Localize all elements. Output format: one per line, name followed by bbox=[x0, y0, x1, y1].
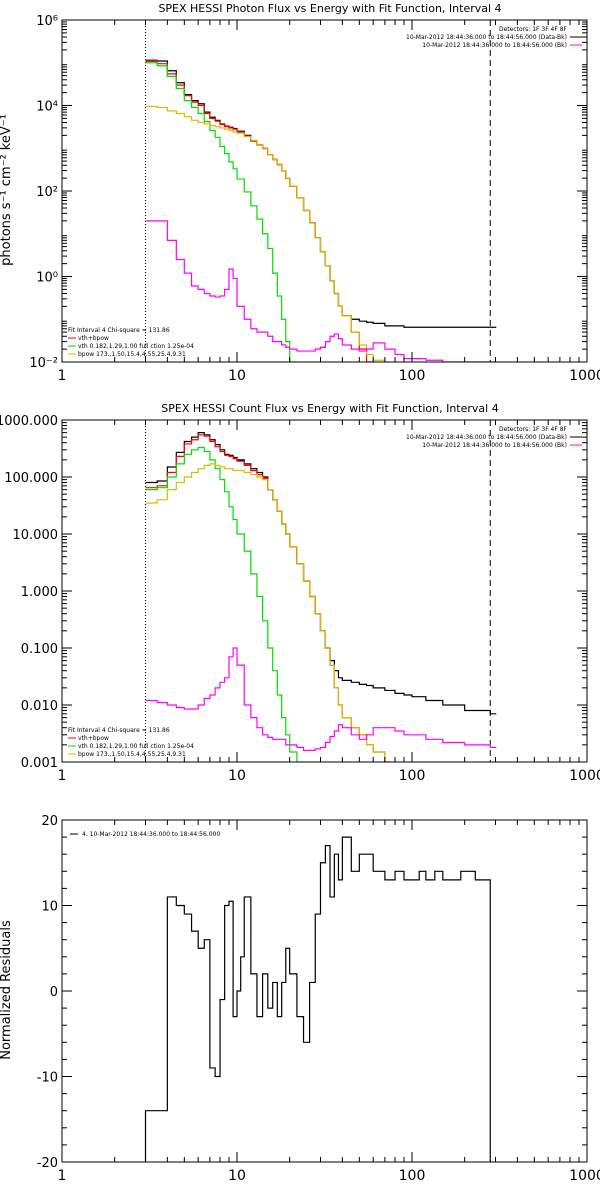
legend-topright-entry: 10-Mar-2012 18:44:36.000 to 18:44:56.000… bbox=[422, 42, 567, 49]
x-tick-label: 10 bbox=[228, 1168, 246, 1184]
x-tick-label: 100 bbox=[399, 768, 426, 784]
series-line-2 bbox=[145, 446, 303, 762]
legend-bottomleft-entry: vth 0.182,1.29,1.00 full ction 1.25e-04 bbox=[78, 343, 194, 350]
series-line-1 bbox=[145, 59, 373, 362]
y-tick-label: 100.000 bbox=[4, 471, 58, 486]
x-tick-label: 1000 bbox=[569, 768, 600, 784]
y-tick-label: 10 bbox=[41, 900, 58, 915]
x-tick-label: 1000 bbox=[569, 368, 600, 384]
x-tick-label: 1 bbox=[58, 368, 67, 384]
legend-entry: 4. 10-Mar-2012 18:44:36.000 to 18:44:56.… bbox=[82, 831, 220, 838]
photon-flux-ylabel: photons s⁻¹ cm⁻² keV⁻¹ bbox=[0, 114, 14, 266]
residuals-panel: Normalized Residuals 1 10 100 1000 -20 -10 0 10… bbox=[0, 814, 600, 1184]
series-line-0 bbox=[144, 836, 491, 1162]
y-tick-label: 0 bbox=[50, 985, 58, 1000]
series-line-3 bbox=[145, 105, 391, 362]
y-tick-label: 0.010 bbox=[21, 699, 58, 714]
plot-frame bbox=[61, 19, 588, 363]
x-tick-label: 10 bbox=[228, 368, 246, 384]
x-tick-label: 100 bbox=[399, 368, 426, 384]
y-tick-label: 10.000 bbox=[13, 528, 59, 543]
x-tick-label: 1 bbox=[58, 1168, 67, 1184]
legend-bottomleft-entry: bpow 173.,1.50,15.4,4.55,25.4,9.31 bbox=[78, 351, 186, 358]
series-line-0 bbox=[145, 432, 497, 715]
series-line-4 bbox=[145, 220, 497, 362]
series-group bbox=[144, 836, 491, 1162]
y-tick-label: 10⁶ bbox=[36, 14, 58, 29]
legend-topright-entry: 10-Mar-2012 18:44:36.000 to 18:44:56.000… bbox=[422, 442, 567, 449]
series-line-4 bbox=[145, 647, 497, 751]
y-tick-label: 0.001 bbox=[21, 756, 58, 771]
x-tick-label: 1 bbox=[58, 768, 67, 784]
photon-flux-title: SPEX HESSI Photon Flux vs Energy with Fi… bbox=[158, 2, 501, 15]
legend-topright-entry: Detectors: 1F 3F 4F 8F bbox=[499, 426, 568, 433]
y-tick-label: 10⁻² bbox=[29, 356, 58, 371]
y-tick-label: 10² bbox=[36, 185, 58, 200]
y-tick-label: -10 bbox=[37, 1071, 58, 1086]
y-tick-label: 0.100 bbox=[21, 642, 58, 657]
x-tick-label: 1000 bbox=[569, 1168, 600, 1184]
y-tick-label: 1.000 bbox=[21, 585, 58, 600]
legend-topright-entry: Detectors: 1F 3F 4F 8F bbox=[499, 26, 568, 33]
legend-bottomleft-entry: Fit Interval 4 Chi-square = 131.86 bbox=[68, 727, 170, 734]
y-tick-label: 20 bbox=[41, 814, 58, 829]
y-tick-label: 1000.000 bbox=[0, 414, 58, 429]
x-tick-label: 10 bbox=[228, 768, 246, 784]
series-group bbox=[145, 59, 497, 362]
series-group bbox=[145, 432, 497, 762]
legend-topright-entry: 10-Mar-2012 18:44:36.000 to 18:44:56.000… bbox=[406, 34, 567, 41]
legend-bottomleft-entry: vth+bpow bbox=[78, 735, 109, 742]
x-tick-label: 100 bbox=[399, 1168, 426, 1184]
plot-frame bbox=[61, 419, 588, 763]
y-tick-label: 10⁰ bbox=[36, 271, 58, 286]
plot-frame bbox=[61, 819, 588, 1163]
count-flux-title: SPEX HESSI Count Flux vs Energy with Fit… bbox=[161, 402, 498, 415]
series-line-2 bbox=[145, 62, 296, 362]
count-flux-panel: SPEX HESSI Count Flux vs Energy with Fit… bbox=[0, 402, 600, 784]
series-line-3 bbox=[145, 463, 391, 762]
y-tick-label: -20 bbox=[37, 1156, 58, 1171]
legend-bottomleft-entry: Fit Interval 4 Chi-square = 131.86 bbox=[68, 327, 170, 334]
legend-bottomleft-entry: bpow 173.,1.50,15.4,4.55,25.4,9.31 bbox=[78, 751, 186, 758]
legend-topright-entry: 10-Mar-2012 18:44:36.000 to 18:44:56.000… bbox=[406, 434, 567, 441]
legend-bottomleft-entry: vth 0.182,1.29,1.00 full ction 1.25e-04 bbox=[78, 743, 194, 750]
residuals-ylabel: Normalized Residuals bbox=[0, 920, 14, 1060]
y-tick-label: 10⁴ bbox=[36, 100, 58, 115]
legend-bottomleft-entry: vth+bpow bbox=[78, 335, 109, 342]
photon-flux-panel: SPEX HESSI Photon Flux vs Energy with Fi… bbox=[0, 2, 600, 384]
